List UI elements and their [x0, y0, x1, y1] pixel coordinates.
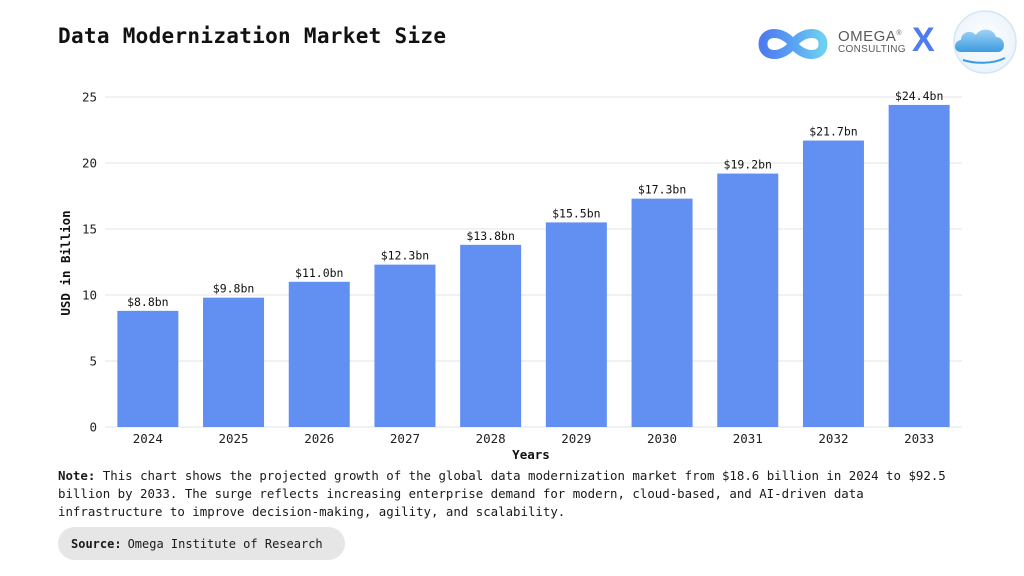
- x-tick-label-2030: 2030: [647, 431, 677, 446]
- data-label-2031: $19.2bn: [724, 158, 772, 172]
- x-tick-label-2031: 2031: [733, 431, 763, 446]
- x-tick-label-2032: 2032: [818, 431, 848, 446]
- note-text: This chart shows the projected growth of…: [58, 468, 946, 519]
- x-tick-label-2033: 2033: [904, 431, 934, 446]
- bar-2033: [888, 104, 950, 428]
- bar-2030: [631, 198, 693, 427]
- data-label-2024: $8.8bn: [127, 295, 169, 309]
- brand-subtitle: CONSULTING: [838, 44, 906, 55]
- bar-2029: [545, 222, 607, 427]
- bar-2032: [802, 140, 864, 427]
- y-tick-label: 15: [82, 222, 97, 237]
- data-label-2026: $11.0bn: [295, 266, 343, 280]
- x-tick-label-2027: 2027: [390, 431, 420, 446]
- data-labels: $8.8bn $9.8bn $11.0bn $12.3bn $13.8bn $15.5bn…: [127, 89, 943, 309]
- bars: [117, 104, 950, 428]
- logo-separator: X: [912, 21, 935, 59]
- y-axis-label: USD in Billion: [58, 210, 73, 315]
- y-tick-label: 5: [89, 354, 97, 369]
- data-label-2025: $9.8bn: [213, 282, 255, 296]
- note-label: Note:: [58, 468, 96, 483]
- bar-2026: [288, 281, 350, 427]
- y-tick-label: 25: [82, 90, 97, 105]
- x-axis-label: Years: [512, 447, 550, 462]
- x-tick-label-2029: 2029: [561, 431, 591, 446]
- x-tick-label-2028: 2028: [476, 431, 506, 446]
- x-axis-ticks: 2024 2025 2026 2027 2028 2029 2030 2031 2032 2033: [133, 431, 934, 446]
- source-badge: Source: Omega Institute of Research: [58, 527, 345, 560]
- data-label-2027: $12.3bn: [381, 249, 429, 263]
- bar-2027: [374, 264, 436, 427]
- y-tick-label: 20: [82, 156, 97, 171]
- y-tick-label: 10: [82, 288, 97, 303]
- data-label-2029: $15.5bn: [552, 206, 600, 220]
- brand-name: OMEGA®: [838, 28, 903, 45]
- x-tick-label-2026: 2026: [304, 431, 334, 446]
- bar-2028: [460, 244, 522, 427]
- y-axis-ticks: 0 5 10 15 20 25: [82, 90, 97, 435]
- data-label-2028: $13.8bn: [466, 229, 514, 243]
- chart-title: Data Modernization Market Size: [58, 24, 447, 48]
- source-text: Omega Institute of Research: [127, 536, 323, 551]
- bar-2025: [203, 297, 265, 427]
- x-tick-label-2025: 2025: [218, 431, 248, 446]
- data-label-2033: $24.4bn: [895, 89, 943, 103]
- source-label: Source:: [71, 536, 122, 551]
- x-tick-label-2024: 2024: [133, 431, 163, 446]
- y-tick-label: 0: [89, 420, 97, 435]
- data-label-2030: $17.3bn: [638, 183, 686, 197]
- bar-2031: [717, 173, 779, 427]
- chart-note: Note: This chart shows the projected gro…: [58, 467, 968, 521]
- data-label-2032: $21.7bn: [809, 125, 857, 139]
- bar-2024: [117, 310, 179, 427]
- omega-infinity-logo-icon: [758, 10, 1017, 74]
